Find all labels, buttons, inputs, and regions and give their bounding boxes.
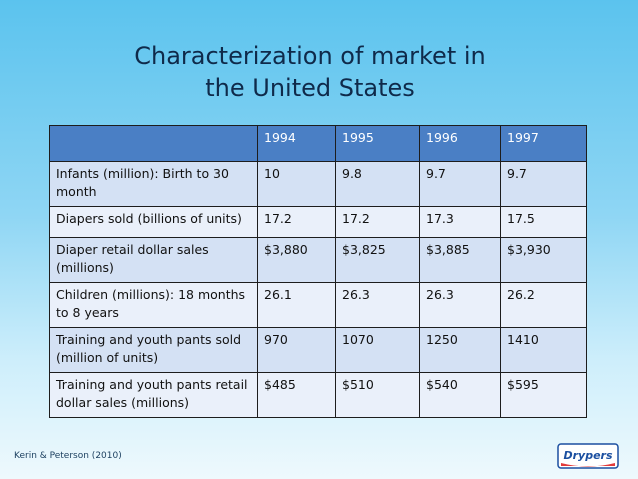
header-cell-1995: 1995: [335, 125, 420, 162]
row-label: Children (millions): 18 months to 8 year…: [49, 282, 258, 328]
table-cell: $595: [500, 372, 587, 418]
header-cell-1996: 1996: [419, 125, 501, 162]
table-cell: 9.7: [419, 161, 501, 207]
title-line-1: Characterization of market in: [134, 42, 486, 70]
table-cell: 26.1: [257, 282, 336, 328]
table-cell: 17.2: [257, 206, 336, 238]
table-cell: 10: [257, 161, 336, 207]
table-cell: $3,930: [500, 237, 587, 283]
table-cell: $3,885: [419, 237, 501, 283]
table-cell: $540: [419, 372, 501, 418]
table-row: Children (millions): 18 months to 8 year…: [49, 282, 587, 328]
table-header-row: 1994 1995 1996 1997: [49, 125, 587, 162]
table-cell: 1410: [500, 327, 587, 373]
table-cell: 17.2: [335, 206, 420, 238]
market-table: 1994 1995 1996 1997 Infants (million): B…: [49, 125, 587, 418]
table-cell: $510: [335, 372, 420, 418]
table-row: Training and youth pants retail dollar s…: [49, 372, 587, 418]
table-cell: 1070: [335, 327, 420, 373]
header-cell-1994: 1994: [257, 125, 336, 162]
slide-title: Characterization of market in the United…: [60, 40, 560, 104]
table-cell: $3,825: [335, 237, 420, 283]
header-cell-1997: 1997: [500, 125, 587, 162]
table-row: Training and youth pants sold (million o…: [49, 327, 587, 373]
row-label: Training and youth pants retail dollar s…: [49, 372, 258, 418]
table-row: Diapers sold (billions of units) 17.2 17…: [49, 206, 587, 238]
title-line-2: the United States: [205, 74, 415, 102]
row-label: Infants (million): Birth to 30 month: [49, 161, 258, 207]
table-cell: 9.7: [500, 161, 587, 207]
table-cell: 1250: [419, 327, 501, 373]
table-cell: 17.5: [500, 206, 587, 238]
row-label: Diaper retail dollar sales (millions): [49, 237, 258, 283]
table-cell: 17.3: [419, 206, 501, 238]
table-cell: 26.3: [335, 282, 420, 328]
table-row: Infants (million): Birth to 30 month 10 …: [49, 161, 587, 207]
table-cell: 970: [257, 327, 336, 373]
table-row: Diaper retail dollar sales (millions) $3…: [49, 237, 587, 283]
header-cell-blank: [49, 125, 258, 162]
row-label: Diapers sold (billions of units): [49, 206, 258, 238]
table-cell: 9.8: [335, 161, 420, 207]
table-cell: 26.3: [419, 282, 501, 328]
row-label: Training and youth pants sold (million o…: [49, 327, 258, 373]
table-cell: $3,880: [257, 237, 336, 283]
table-cell: $485: [257, 372, 336, 418]
logo-text: Drypers: [563, 449, 612, 462]
drypers-logo-icon: Drypers: [557, 443, 619, 469]
table-cell: 26.2: [500, 282, 587, 328]
source-credit: Kerin & Peterson (2010): [14, 451, 122, 461]
